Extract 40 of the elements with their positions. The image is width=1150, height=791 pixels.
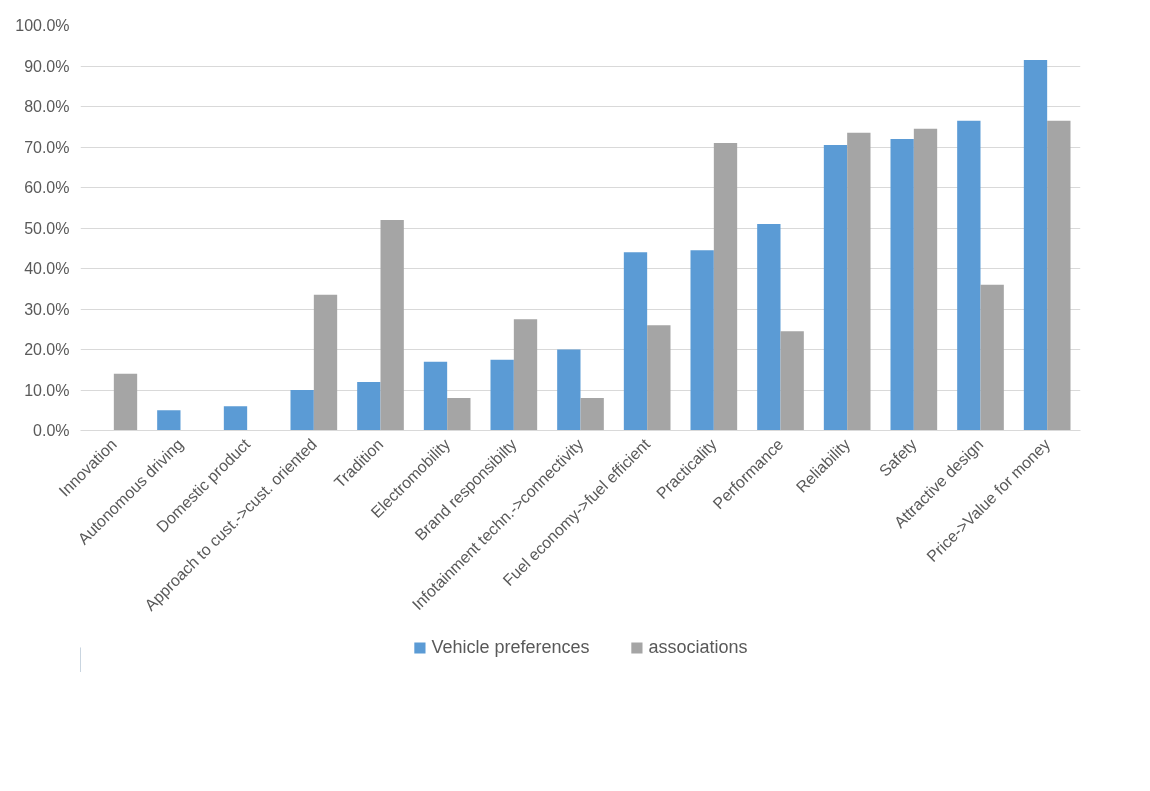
y-tick-label: 50.0% <box>24 219 70 237</box>
y-tick-label: 20.0% <box>24 341 70 358</box>
bar <box>980 284 1004 431</box>
y-tick-label: 80.0% <box>24 98 70 115</box>
bar <box>313 294 338 431</box>
bar <box>490 359 514 431</box>
bar <box>157 410 181 431</box>
bar <box>780 331 804 431</box>
y-tick-label: 90.0% <box>24 57 70 75</box>
y-tick-label: 10.0% <box>24 381 70 399</box>
y-tick-label: 60.0% <box>24 179 70 196</box>
bar <box>113 373 138 431</box>
bar <box>690 250 714 431</box>
y-tick-label: 30.0% <box>24 300 70 318</box>
bar <box>890 138 914 431</box>
legend-label: associations <box>648 636 748 658</box>
bar <box>380 219 404 431</box>
bar <box>357 381 381 431</box>
bar <box>513 319 538 431</box>
legend-label: Vehicle preferences <box>431 636 590 658</box>
bar <box>647 325 671 431</box>
bar <box>847 132 871 431</box>
y-tick-label: 100.0% <box>15 17 70 34</box>
bar <box>1023 59 1048 431</box>
bar <box>757 223 781 431</box>
y-tick-label: 40.0% <box>24 260 70 277</box>
bar <box>957 120 981 431</box>
bar <box>423 361 448 431</box>
y-tick-label: 0.0% <box>33 422 70 439</box>
bar <box>713 142 738 431</box>
y-tick-label: 70.0% <box>24 138 70 156</box>
bar <box>580 398 604 431</box>
bar <box>913 128 938 431</box>
bar <box>290 390 314 431</box>
bar <box>1047 120 1071 431</box>
bar <box>447 398 471 431</box>
bar <box>223 406 248 431</box>
bar <box>557 349 581 431</box>
bar <box>623 252 648 431</box>
bar <box>823 144 848 431</box>
